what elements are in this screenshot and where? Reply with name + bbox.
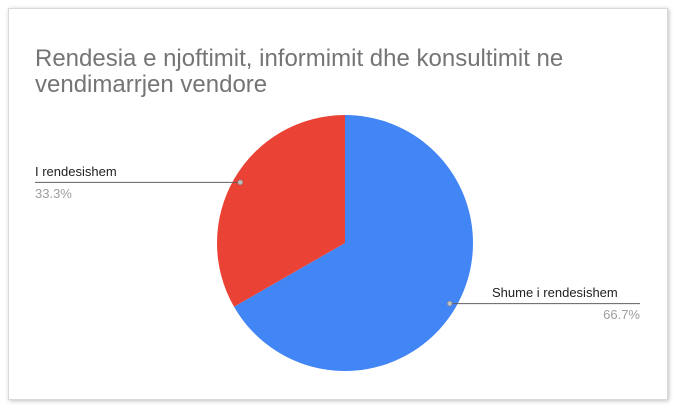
pie-slice — [216, 115, 345, 307]
slice-label: I rendesishem — [35, 164, 117, 179]
slice-value-label: 33.3% — [35, 186, 72, 201]
slice-label: Shume i rendesishem — [492, 285, 618, 300]
pie-slice — [234, 115, 473, 371]
chart-title: Rendesia e njoftimit, informimit dhe kon… — [35, 45, 564, 98]
slice-value-label: 66.7% — [603, 307, 640, 322]
leader-dot — [237, 179, 244, 186]
leader-dot — [446, 300, 453, 307]
